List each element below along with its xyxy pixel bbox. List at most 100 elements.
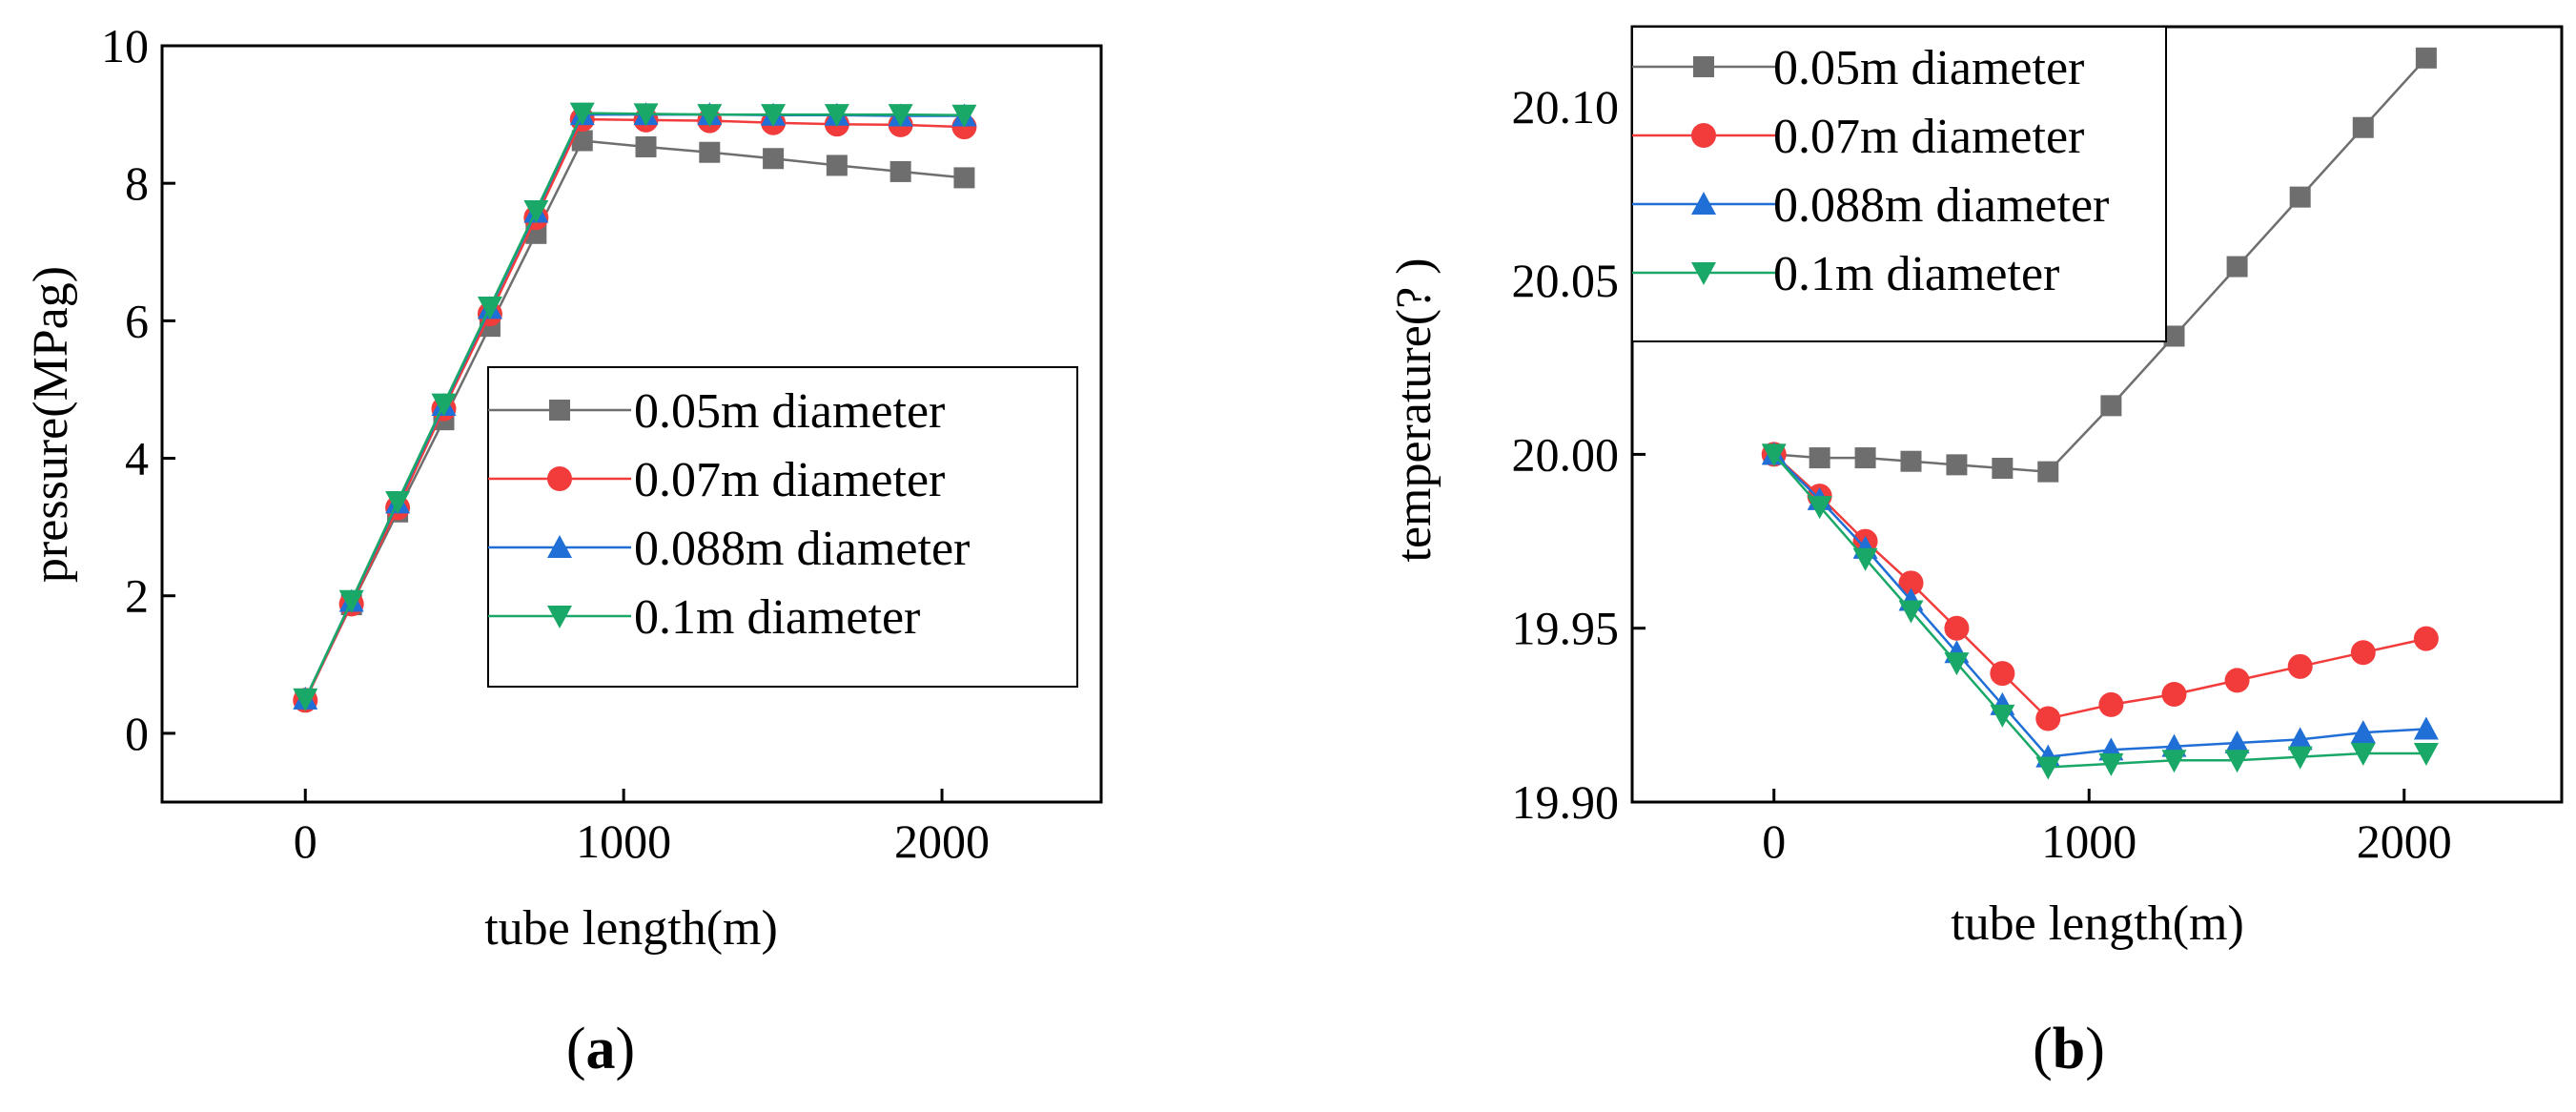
y-tick-label: 19.95 [1512, 602, 1620, 655]
series-line-2 [1772, 453, 2427, 720]
data-point [477, 296, 502, 319]
legend-marker [1691, 123, 1716, 148]
data-point [2224, 668, 2250, 693]
tick-group: 0 1000 2000 19.90 19.95 20.00 20.05 20.10 [1512, 80, 2452, 868]
data-point [633, 103, 659, 127]
data-point [2287, 727, 2313, 751]
data-point [763, 148, 785, 170]
data-point [889, 160, 911, 182]
data-point [888, 104, 913, 128]
data-point [385, 490, 411, 514]
data-point [2287, 746, 2313, 770]
data-point [2287, 653, 2313, 679]
panel-b: 0 1000 2000 19.90 19.95 20.00 20.05 20.10 tube … [1387, 25, 2564, 1081]
plot-frame [160, 44, 1103, 804]
caption-paren-close: ) [2085, 1017, 2105, 1081]
data-point [2035, 706, 2061, 731]
y-tick-label: 20.00 [1512, 427, 1620, 481]
data-point [951, 104, 977, 128]
y-tick-label: 6 [125, 294, 149, 347]
series-line-3 [1772, 453, 2426, 758]
x-tick-label: 1000 [576, 814, 671, 868]
x-tick-label: 1000 [2041, 814, 2136, 868]
data-point [1807, 496, 1832, 520]
data-point [338, 589, 364, 613]
legend-label: 0.05m diameter [634, 384, 945, 439]
data-point [1946, 454, 1968, 476]
legend-box [487, 366, 1078, 688]
x-tick-label: 2000 [894, 814, 990, 868]
data-point [1944, 652, 1970, 676]
caption-letter: b [2053, 1017, 2085, 1081]
data-point [2350, 640, 2376, 666]
x-tick-label: 0 [294, 814, 317, 868]
data-point [2289, 186, 2311, 208]
data-point [569, 102, 595, 126]
data-point [2413, 742, 2439, 766]
legend-label: 0.1m diameter [1773, 247, 2059, 301]
legend: 0.05m diameter 0.07m diameter 0.088m diame… [487, 366, 1078, 688]
data-point [2352, 116, 2374, 138]
x-axis-title: tube length(m) [484, 901, 778, 956]
x-tick-label: 2000 [2357, 814, 2452, 868]
caption-paren-open: ( [566, 1017, 586, 1081]
series-layer [293, 102, 977, 713]
panel-caption: (a) [566, 1017, 635, 1081]
data-point [1992, 458, 2014, 480]
legend-marker [547, 606, 572, 628]
legend-marker [1691, 262, 1716, 285]
series-layer [1761, 47, 2439, 780]
panel-caption: (b) [2033, 1017, 2105, 1081]
data-point [1898, 570, 1924, 596]
data-point [1761, 443, 1787, 467]
legend-label: 0.088m diameter [1773, 178, 2109, 233]
y-tick-label: 19.90 [1512, 775, 1620, 829]
data-point [2161, 681, 2187, 707]
data-point [1944, 615, 1970, 641]
caption-paren-open: ( [2033, 1017, 2053, 1081]
data-point [2224, 750, 2250, 773]
data-point [293, 688, 318, 711]
data-point [824, 104, 849, 128]
data-point [1898, 600, 1924, 624]
data-point [571, 130, 593, 152]
legend-label: 0.088m diameter [634, 522, 970, 576]
panel-a: 0 1000 2000 0 2 4 6 8 10 tube length(m) pressure… [24, 19, 1103, 1081]
data-point [2098, 752, 2124, 776]
data-point [2350, 720, 2376, 744]
legend-label: 0.05m diameter [1773, 41, 2084, 95]
data-point [2415, 47, 2437, 69]
data-point [523, 200, 549, 224]
y-tick-label: 8 [125, 156, 149, 210]
data-point [1854, 447, 1876, 469]
y-tick-label: 2 [125, 569, 149, 623]
data-point [1990, 704, 2015, 728]
legend-marker [547, 535, 572, 558]
data-point [2413, 716, 2439, 740]
y-axis-title: pressure(MPag) [24, 266, 78, 583]
data-point [2037, 461, 2059, 483]
y-tick-label: 10 [101, 19, 149, 72]
legend-marker [549, 400, 570, 421]
data-point [431, 393, 457, 417]
data-point [1809, 447, 1830, 469]
data-point [1852, 547, 1878, 571]
data-point [1900, 450, 1922, 472]
legend: 0.05m diameter 0.07m diameter 0.088m diame… [1631, 26, 2167, 342]
data-point [2413, 626, 2439, 651]
series-line-4 [1772, 453, 2426, 769]
legend-entries: 0.05m diameter 0.07m diameter 0.088m diame… [1632, 41, 2109, 301]
legend-label: 0.1m diameter [634, 590, 920, 645]
y-tick-label: 4 [125, 432, 149, 485]
legend-label: 0.07m diameter [634, 453, 945, 507]
data-point [635, 135, 657, 157]
data-point [697, 104, 723, 128]
data-point [2098, 691, 2124, 717]
legend-entries: 0.05m diameter 0.07m diameter 0.088m diame… [488, 384, 970, 645]
data-point [2224, 731, 2250, 754]
y-tick-label: 20.10 [1512, 80, 1620, 134]
data-point [2163, 325, 2185, 347]
legend-box [1631, 26, 2167, 342]
